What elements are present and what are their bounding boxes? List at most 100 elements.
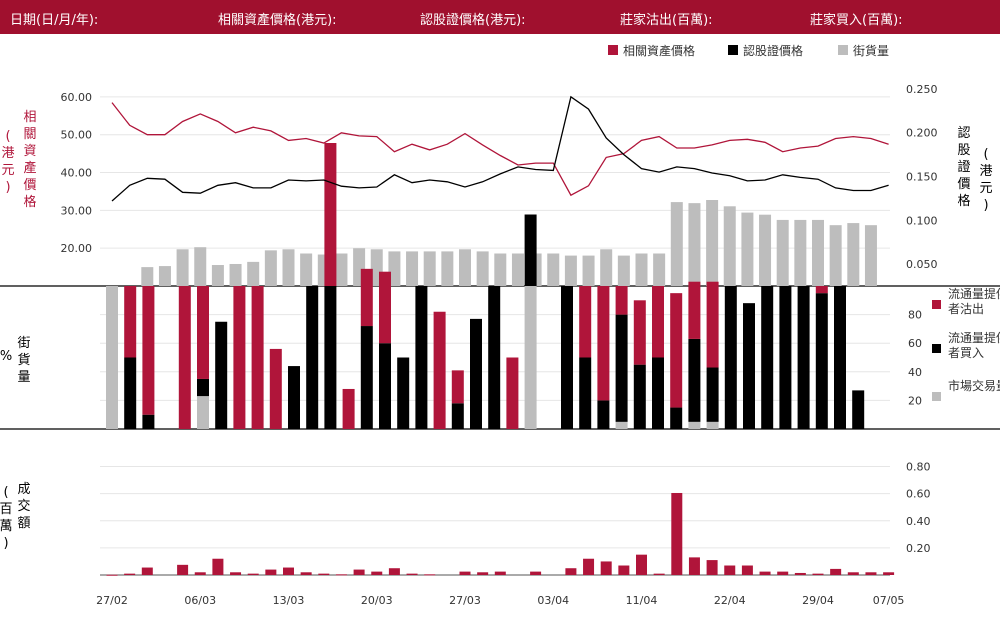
lp-buy-bar — [197, 378, 209, 397]
lp-buy-bar — [615, 314, 628, 422]
y-turnover-unit: (百萬) — [0, 485, 13, 551]
stock-volume-bar — [670, 202, 683, 286]
lp-buy-bar — [706, 367, 719, 422]
stock-volume-bar — [812, 219, 824, 286]
stock-volume-bar — [300, 253, 313, 286]
stock-volume-bar — [264, 250, 277, 286]
stock-volume-bar — [547, 253, 560, 286]
stock-volume-bar — [335, 253, 348, 286]
legend-swatch — [608, 45, 618, 55]
lp-buy-bar — [470, 318, 482, 429]
market-volume-bar — [688, 421, 701, 429]
lp-buy-bar — [215, 321, 228, 429]
turnover-bar — [794, 572, 806, 575]
y-right-tick: 0.150 — [906, 171, 938, 184]
y-left-tick: 20.00 — [61, 242, 93, 255]
turnover-bar — [177, 564, 189, 575]
price-lines — [111, 95, 889, 202]
turnover-bar — [830, 568, 842, 575]
turnover-bar — [724, 565, 736, 575]
lp-buy-bar — [670, 407, 683, 429]
market-maker-buy-label: 莊家買入(百萬): — [810, 13, 903, 28]
legend-label: 市場交易量 — [948, 378, 1000, 393]
stock-volume-bar — [406, 251, 419, 286]
y-right-unit: (港元) — [979, 147, 992, 213]
turnover-bar — [388, 568, 400, 575]
lp-buy-bar — [652, 357, 664, 429]
turnover-bar — [653, 573, 665, 575]
market-volume-bar — [197, 396, 209, 429]
legend-label: 流通量提供者買入 — [948, 330, 1000, 360]
legend-label: 認股證價格 — [743, 43, 803, 58]
y-pct-tick: 60 — [908, 337, 922, 350]
x-tick-label: 22/04 — [714, 594, 746, 607]
lp-sell-bar — [706, 281, 719, 368]
x-tick-label: 27/03 — [449, 594, 481, 607]
legend-swatch — [838, 45, 848, 55]
y-left-unit: (港元) — [1, 129, 14, 195]
stock-volume-bar — [229, 263, 242, 286]
lp-sell-bar — [633, 300, 646, 365]
lp-sell-bar — [197, 286, 209, 379]
x-tick-label: 27/02 — [96, 594, 128, 607]
turnover-bar — [688, 557, 700, 575]
lp-buy-bar — [633, 364, 646, 429]
market-volume-bar — [106, 286, 118, 429]
x-tick-label: 03/04 — [537, 594, 569, 607]
x-tick-label: 20/03 — [361, 594, 393, 607]
lp-sell-bar — [251, 286, 264, 429]
stock-volume-bar — [282, 249, 295, 286]
lp-buy-bar — [324, 286, 337, 429]
lp-buy-bar — [397, 357, 410, 429]
stock-volume-bar — [723, 206, 736, 286]
stock-volume-bar — [582, 255, 595, 286]
lp-sell-bar — [597, 286, 610, 401]
y-turnover-tick: 0.40 — [906, 515, 931, 528]
lp-buy-bar — [834, 286, 846, 429]
lp-sell-bar — [433, 311, 446, 429]
lp-sell-bar — [451, 370, 464, 404]
stock-volume-bar — [388, 251, 401, 286]
lp-buy-bar — [451, 403, 464, 429]
y-left-tick: 50.00 — [61, 129, 93, 142]
lp-sell-bar — [360, 268, 373, 327]
lp-buy-bar — [743, 303, 755, 429]
turnover-bar — [847, 572, 859, 575]
lp-buy-bar — [306, 286, 319, 429]
y-right-tick: 0.250 — [906, 83, 938, 96]
market-maker-sell-label: 莊家沽出(百萬): — [620, 13, 713, 28]
y-turnover-tick: 0.20 — [906, 542, 931, 555]
turnover-bar — [636, 554, 647, 575]
stock-volume-bar — [564, 255, 577, 286]
turnover-bar — [106, 574, 118, 576]
y-turnover-tick: 0.60 — [906, 488, 931, 501]
legend-label: 街貨量 — [853, 43, 889, 58]
axis-titles: 相關資產價格 (港元) 認股證價格 (港元) 街貨量% 成交額 (百萬) — [0, 110, 993, 551]
lp-buy-bar — [597, 400, 610, 429]
lp-sell-bar — [178, 286, 191, 429]
lp-buy-bar — [561, 286, 573, 429]
turnover-bar — [618, 565, 630, 575]
turnover-bar — [865, 572, 877, 575]
y-left-title: 相關資產價格 — [23, 110, 36, 210]
turnover-bar — [600, 561, 612, 575]
stock-volume-bar — [476, 251, 489, 286]
turnover-bar — [283, 567, 294, 575]
turnover-bar — [530, 571, 542, 575]
lp-sell-bar — [269, 348, 282, 429]
stock-volume-bar — [211, 265, 224, 286]
lp-sell-bar — [579, 286, 592, 358]
stock-volume-bar — [794, 219, 807, 286]
lp-buy-bar — [360, 326, 373, 429]
lp-buy-bar — [688, 338, 701, 422]
market-volume-bar — [524, 286, 537, 429]
lp-buy-bar — [379, 343, 391, 429]
lp-sell-bar — [688, 281, 701, 339]
turnover-bar — [494, 571, 506, 575]
date-label: 日期(日/月/年): — [10, 13, 99, 28]
legend-swatch — [932, 344, 941, 353]
legend-label: 相關資產價格 — [623, 43, 695, 58]
legend-swatch — [728, 45, 738, 55]
turnover-bar — [141, 567, 153, 575]
